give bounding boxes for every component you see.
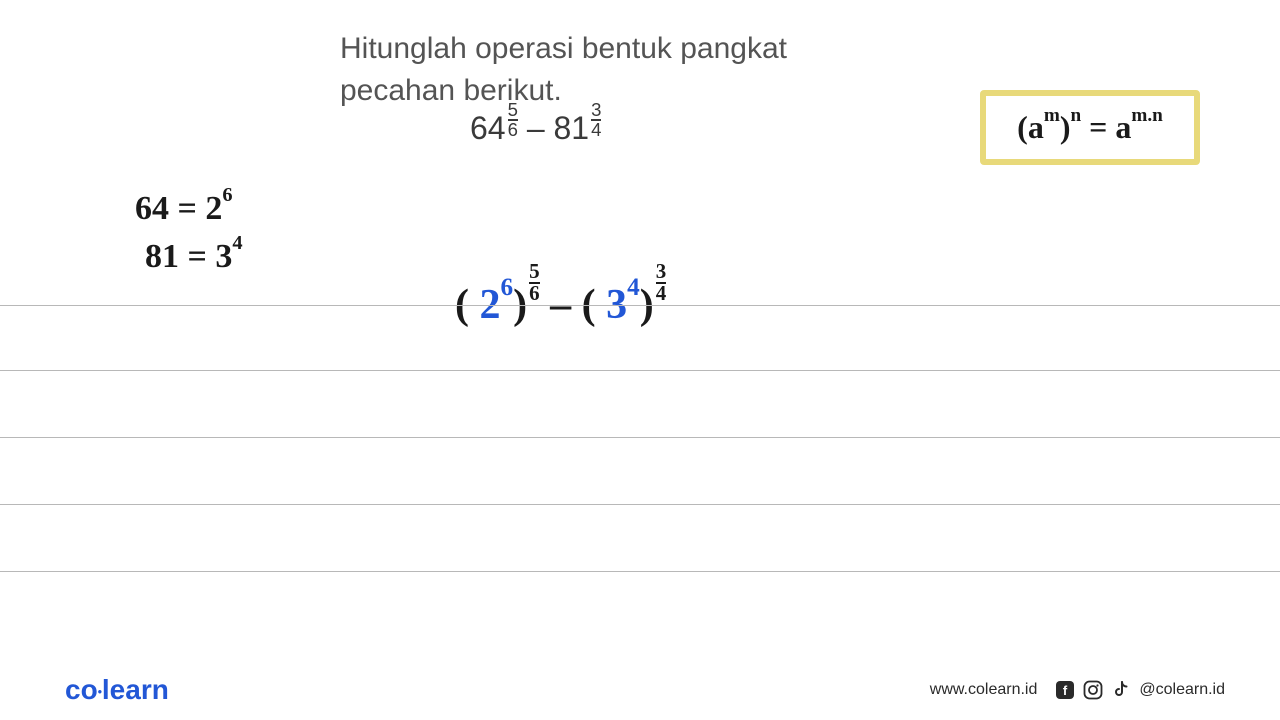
exponent-1: 56 <box>508 101 518 140</box>
ruled-line <box>0 571 1280 572</box>
problem-expression: 6456 – 8134 <box>470 110 601 150</box>
base-1: 64 <box>470 110 506 146</box>
logo-co: co <box>65 674 98 705</box>
website-url: www.colearn.id <box>930 681 1038 699</box>
footer: co•learn www.colearn.id f @colearn.id <box>0 660 1280 720</box>
hw-frac-1: 56 <box>529 262 540 304</box>
handwriting-81: 81 = 34 <box>145 238 243 276</box>
tiktok-icon <box>1111 680 1131 700</box>
problem-line1: Hitunglah operasi bentuk pangkat <box>340 32 787 65</box>
ruled-line <box>0 305 1280 306</box>
base-2: 81 <box>554 110 590 146</box>
problem-statement: Hitunglah operasi bentuk pangkat pecahan… <box>340 28 787 112</box>
social-icons: f @colearn.id <box>1055 680 1225 700</box>
ruled-line <box>0 504 1280 505</box>
handwriting-64: 64 = 26 <box>135 190 233 228</box>
logo: co•learn <box>65 674 169 706</box>
exponent-2: 34 <box>591 101 601 140</box>
ruled-line <box>0 437 1280 438</box>
svg-text:f: f <box>1063 683 1068 698</box>
hw-frac-2: 34 <box>656 262 667 304</box>
facebook-icon: f <box>1055 680 1075 700</box>
instagram-icon <box>1083 680 1103 700</box>
formula-content: (am)n = am.n <box>1017 109 1163 146</box>
ruled-line <box>0 370 1280 371</box>
problem-line2: pecahan berikut. <box>340 74 562 107</box>
minus-sign: – <box>527 110 545 146</box>
footer-right: www.colearn.id f @colearn.id <box>930 680 1225 700</box>
social-handle: @colearn.id <box>1139 681 1225 699</box>
logo-learn: learn <box>102 674 169 705</box>
formula-box: (am)n = am.n <box>980 90 1200 165</box>
